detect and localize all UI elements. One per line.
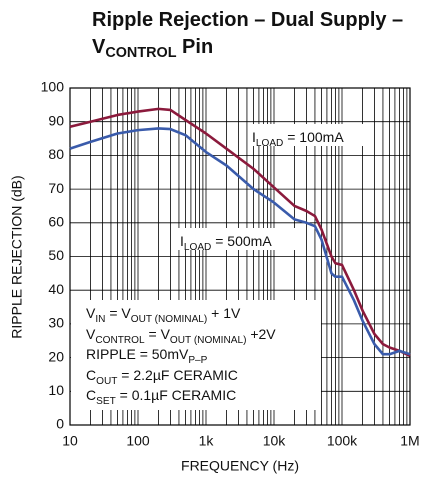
annotation: COUT = 2.2µF CERAMIC — [86, 367, 238, 387]
text-segment: = 100mA — [283, 129, 344, 145]
x-tick-label: 1M — [400, 433, 419, 449]
y-tick-label: 40 — [48, 281, 64, 297]
text-segment: = 500mA — [211, 233, 272, 249]
x-tick-label: 10k — [263, 433, 287, 449]
text-segment: = 0.1µF CERAMIC — [116, 387, 236, 403]
text-segment: I — [180, 233, 184, 249]
text-segment: LOAD — [256, 138, 283, 149]
text-segment: +2V — [246, 326, 276, 342]
text-segment: P–P — [188, 355, 207, 366]
annotation: RIPPLE = 50mVP–P — [86, 346, 208, 366]
series-line — [69, 107, 411, 358]
annotation: VIN = VOUT (NOMINAL) + 1V — [86, 305, 241, 325]
series-line — [69, 127, 411, 356]
annotation-box — [71, 300, 321, 410]
annotation-bg — [248, 124, 370, 146]
y-tick-label: 90 — [48, 112, 64, 128]
text-segment: IN — [95, 314, 105, 325]
x-tick-label: 1k — [199, 433, 215, 449]
text-segment: CONTROL — [105, 45, 176, 61]
y-axis-label: RIPPLE REJECTION (dB) — [9, 175, 25, 338]
y-tick-label: 80 — [48, 146, 64, 162]
text-segment: OUT (NOMINAL) — [170, 335, 247, 346]
text-segment: = V — [105, 305, 131, 321]
chart-title: Ripple Rejection – Dual Supply – — [92, 9, 403, 31]
x-axis-label: FREQUENCY (Hz) — [181, 458, 299, 474]
text-segment: C — [86, 387, 96, 403]
annotation: ILOAD = 100mA — [252, 129, 344, 149]
x-tick-label: 10 — [62, 433, 78, 449]
annotation: ILOAD = 500mA — [180, 233, 272, 253]
y-tick-label: 60 — [48, 214, 64, 230]
text-segment: CONTROL — [95, 335, 145, 346]
text-segment: = 2.2µF CERAMIC — [117, 367, 237, 383]
text-segment: RIPPLE = 50mV — [86, 346, 189, 362]
y-tick-label: 70 — [48, 180, 64, 196]
y-tick-label: 30 — [48, 315, 64, 331]
text-segment: + 1V — [207, 305, 241, 321]
x-tick-label: 100 — [126, 433, 150, 449]
text-segment: V — [86, 326, 96, 342]
plot-border — [69, 87, 411, 426]
text-segment: I — [252, 129, 256, 145]
y-tick-label: 100 — [41, 79, 65, 95]
y-tick-label: 10 — [48, 382, 64, 398]
text-segment: = V — [145, 326, 171, 342]
y-tick-label: 0 — [56, 416, 64, 432]
text-segment: Pin — [177, 36, 214, 58]
text-segment: Ripple Rejection – Dual Supply – — [92, 9, 403, 31]
text-segment: OUT (NOMINAL) — [131, 314, 208, 325]
y-tick-label: 50 — [48, 247, 64, 263]
y-tick-label: 20 — [48, 348, 64, 364]
text-segment: V — [92, 36, 106, 58]
annotation-bg — [176, 228, 298, 250]
text-segment: OUT — [96, 376, 117, 387]
text-segment: C — [86, 367, 96, 383]
annotation: CSET = 0.1µF CERAMIC — [86, 387, 236, 407]
x-tick-label: 100k — [327, 433, 358, 449]
text-segment: LOAD — [184, 242, 211, 253]
chart-title: VCONTROL Pin — [92, 36, 213, 61]
text-segment: SET — [96, 396, 116, 407]
text-segment: V — [86, 305, 96, 321]
annotation: VCONTROL = VOUT (NOMINAL) +2V — [86, 326, 276, 346]
